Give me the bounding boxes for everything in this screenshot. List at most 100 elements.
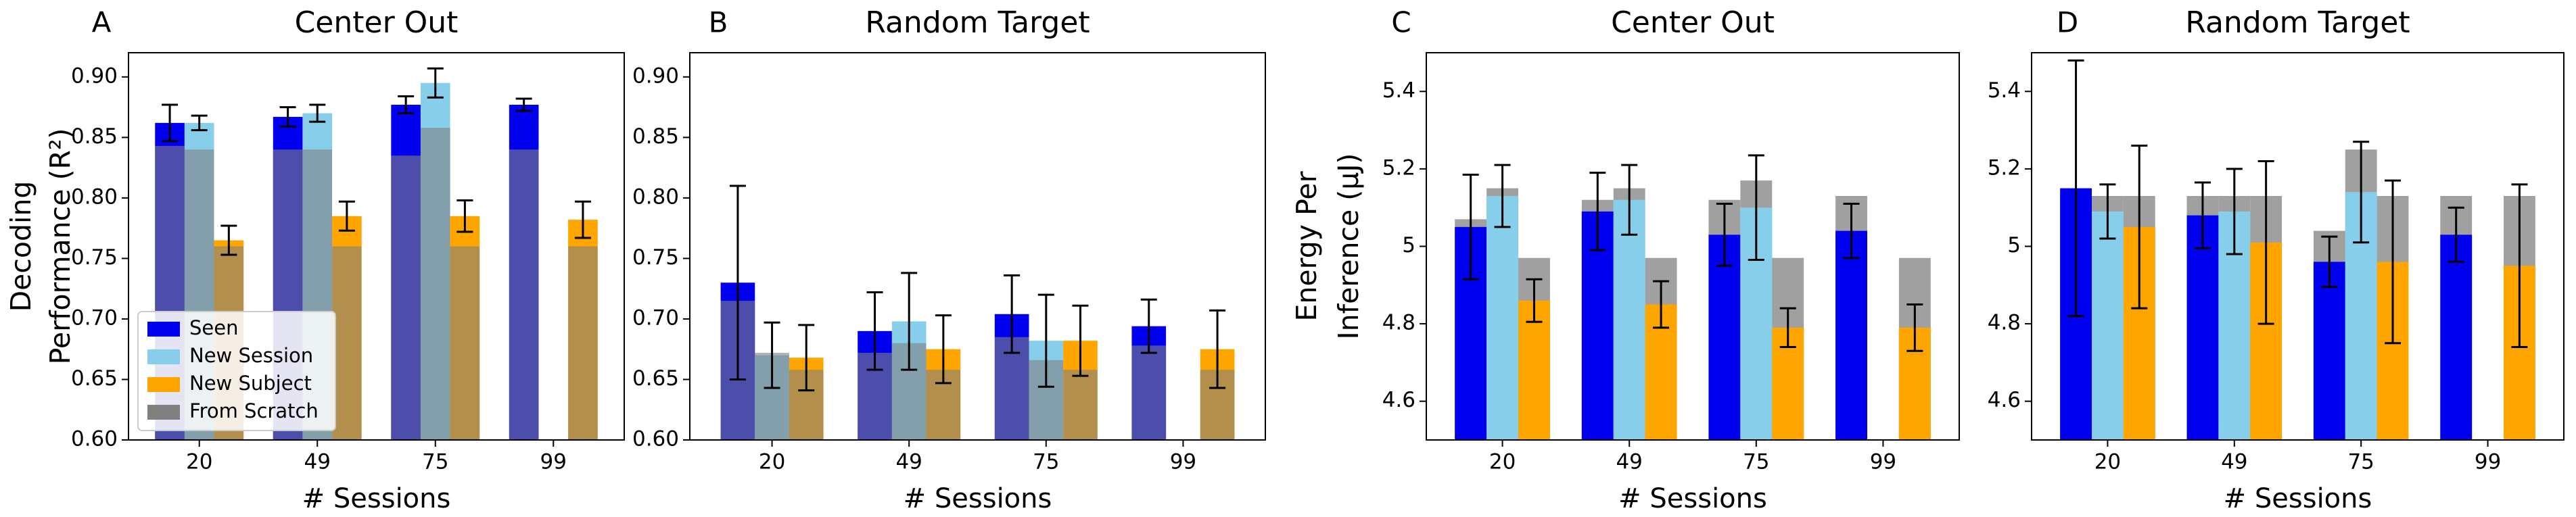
legend-swatch	[147, 377, 180, 392]
bar	[450, 246, 480, 440]
y-axis-label: Energy Per	[1290, 171, 1323, 321]
legend-label: From Scratch	[189, 399, 319, 422]
error-bar	[220, 224, 237, 256]
y-tick-label: 0.85	[71, 124, 118, 149]
bar	[1835, 230, 1867, 440]
y-tick-label: 5.4	[1988, 78, 2021, 103]
error-bar	[162, 103, 179, 143]
panel-title: Random Target	[865, 5, 1090, 40]
error-bar	[2226, 168, 2243, 255]
error-bar	[1004, 274, 1021, 354]
panel-label: A	[92, 6, 112, 39]
bar	[420, 128, 450, 441]
error-bar	[1748, 154, 1764, 262]
error-bar	[1621, 164, 1638, 236]
x-axis-label: # Sessions	[2224, 483, 2372, 514]
bar	[568, 246, 598, 440]
legend-label: New Session	[189, 344, 313, 367]
legend-swatch	[147, 405, 180, 420]
bar	[391, 155, 421, 440]
y-tick-label: 5	[2007, 233, 2021, 257]
error-bar	[427, 67, 444, 99]
bar	[994, 337, 1029, 440]
error-bar	[2353, 141, 2370, 244]
error-bar	[798, 324, 815, 392]
axes-frame	[2031, 52, 2565, 441]
error-bar	[2321, 235, 2338, 289]
error-bar	[1779, 307, 1796, 348]
x-tick-label: 75	[1033, 450, 1059, 474]
bar	[509, 149, 539, 440]
bar	[1518, 300, 1550, 440]
error-bar	[398, 95, 415, 115]
error-bar	[1462, 173, 1479, 280]
error-bar	[456, 199, 473, 233]
error-bar	[866, 291, 883, 371]
error-bar	[1072, 304, 1089, 377]
x-tick-label: 49	[2221, 450, 2247, 474]
legend-label: Seen	[189, 316, 238, 339]
x-tick-label: 99	[1170, 450, 1196, 474]
error-bar	[764, 321, 780, 389]
error-bar	[1494, 164, 1511, 228]
error-bar	[191, 114, 208, 132]
panel-label: C	[1391, 6, 1411, 39]
x-tick-label: 49	[895, 450, 922, 474]
y-axis-label: Inference (µJ)	[1332, 153, 1365, 340]
bar	[2092, 211, 2124, 440]
error-bar	[1653, 280, 1670, 329]
y-tick-label: 0.75	[632, 245, 679, 270]
error-bar	[2385, 179, 2402, 345]
bar	[1708, 235, 1741, 440]
y-axis-label: Decoding	[5, 181, 37, 312]
error-bar	[309, 103, 326, 123]
x-tick-label: 49	[1616, 450, 1642, 474]
bar	[1486, 196, 1519, 440]
panel-label: D	[2057, 6, 2078, 39]
panel-title: Center Out	[295, 5, 459, 40]
y-tick-label: 0.60	[71, 427, 118, 451]
y-tick-label: 0.80	[71, 184, 118, 209]
x-tick-label: 75	[1743, 450, 1769, 474]
x-axis-label: # Sessions	[302, 483, 451, 514]
legend-label: New Subject	[189, 372, 312, 395]
y-tick-label: 5.2	[1988, 155, 2021, 180]
y-tick-label: 0.85	[632, 124, 679, 149]
error-bar	[1526, 278, 1543, 323]
error-bar	[279, 106, 296, 128]
legend-swatch	[147, 322, 180, 337]
x-tick-label: 49	[304, 450, 331, 474]
bar	[2440, 235, 2473, 440]
y-tick-label: 0.90	[632, 64, 679, 88]
error-bar	[2194, 181, 2211, 249]
x-tick-label: 75	[422, 450, 448, 474]
x-tick-label: 99	[2475, 450, 2501, 474]
legend-swatch	[147, 349, 180, 364]
error-bar	[935, 314, 952, 385]
error-bar	[729, 184, 746, 380]
error-bar	[1906, 303, 1923, 352]
y-tick-label: 0.80	[632, 184, 679, 209]
y-tick-label: 4.6	[1988, 388, 2021, 412]
x-tick-label: 20	[2094, 450, 2121, 474]
y-tick-label: 0.65	[632, 366, 679, 391]
error-bar	[515, 97, 532, 112]
y-axis-label: Performance (R²)	[44, 128, 76, 365]
bar	[1131, 345, 1167, 440]
error-bar	[338, 200, 355, 232]
y-tick-label: 0.65	[71, 366, 118, 391]
y-tick-label: 0.60	[632, 427, 679, 451]
bar	[1063, 370, 1098, 440]
y-tick-label: 5	[1402, 233, 1415, 257]
panel-title: Random Target	[2185, 5, 2410, 40]
error-bar	[2448, 206, 2464, 263]
error-bar	[1140, 298, 1157, 354]
y-tick-label: 5.2	[1382, 155, 1415, 180]
bar	[2313, 262, 2345, 440]
axes-frame	[689, 52, 1266, 441]
error-bar	[1716, 202, 1733, 267]
y-tick-label: 5.4	[1382, 78, 1415, 103]
y-tick-label: 4.6	[1382, 388, 1415, 412]
x-tick-label: 99	[540, 450, 567, 474]
